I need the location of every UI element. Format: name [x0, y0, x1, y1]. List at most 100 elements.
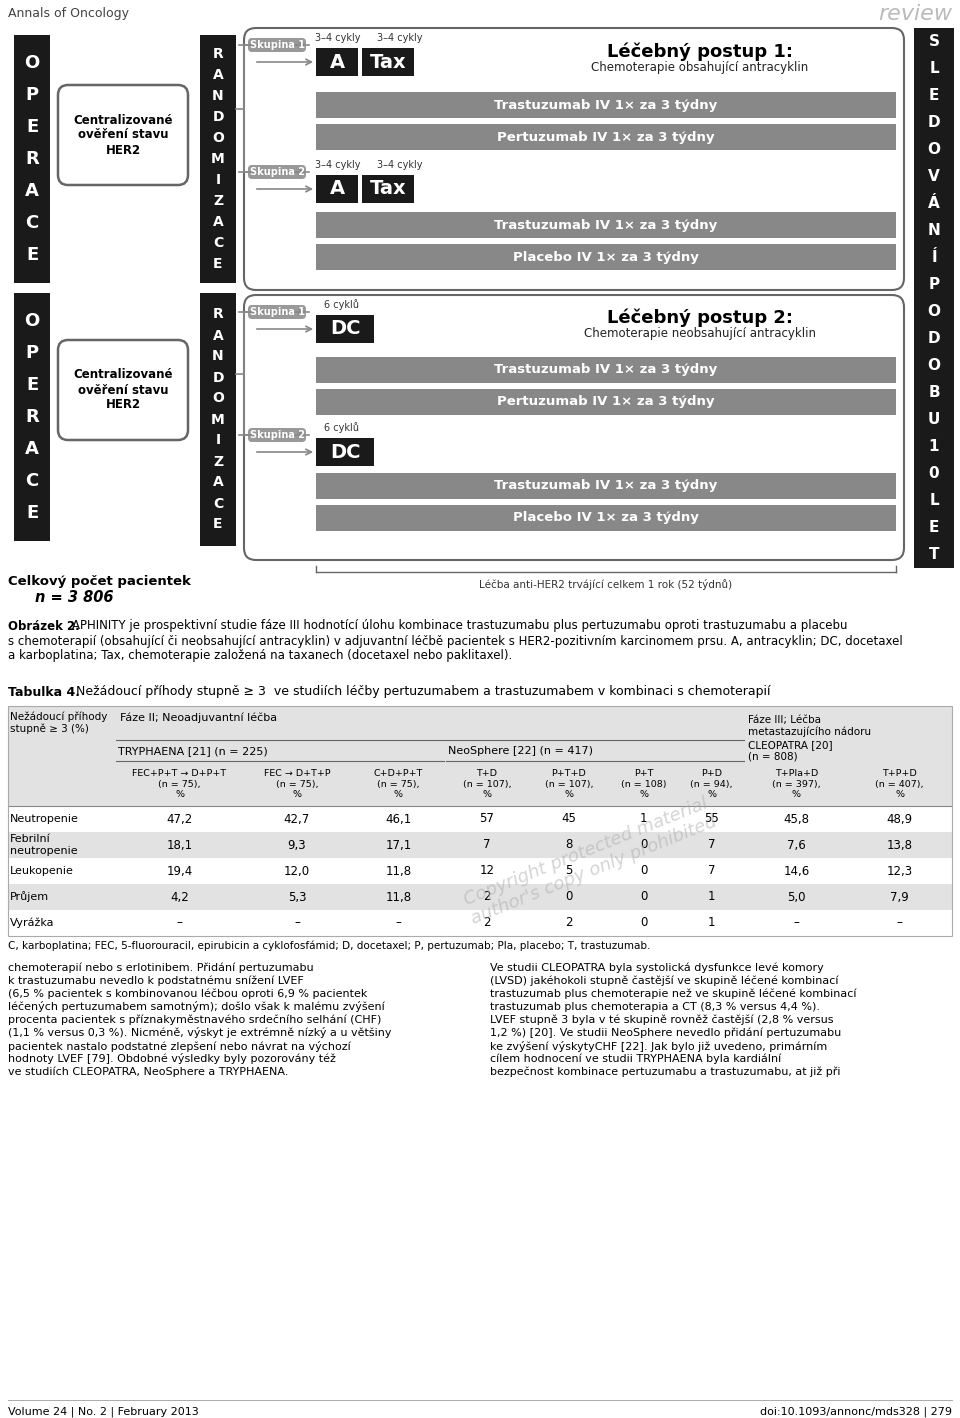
Text: E: E [929, 88, 939, 104]
Text: Copyright protected material
author's copy only prohibited: Copyright protected material author's co… [461, 794, 719, 929]
Text: 19,4: 19,4 [166, 865, 193, 878]
Text: 3–4 cykly: 3–4 cykly [377, 160, 422, 170]
Text: 7,9: 7,9 [890, 891, 909, 903]
Text: a karboplatina; Tax, chemoterapie založená na taxanech (docetaxel nebo paklitaxe: a karboplatina; Tax, chemoterapie založe… [8, 649, 513, 662]
Text: C+D+P+T
(n = 75),
%: C+D+P+T (n = 75), % [373, 769, 423, 798]
Text: A: A [329, 52, 345, 71]
Text: 13,8: 13,8 [886, 838, 913, 851]
Text: Leukopenie: Leukopenie [10, 866, 74, 876]
Text: Tabulka 4.: Tabulka 4. [8, 685, 80, 699]
Text: Placebo IV 1× za 3 týdny: Placebo IV 1× za 3 týdny [513, 251, 699, 264]
Text: N: N [927, 223, 941, 238]
Text: N: N [212, 89, 224, 104]
Bar [8, 740, 952, 761]
Text: Léčba anti-HER2 trvájící celkem 1 rok (52 týdnů): Léčba anti-HER2 trvájící celkem 1 rok (5… [479, 579, 732, 590]
Text: P: P [25, 345, 38, 362]
Text: Nežádoucí příhody
stupně ≥ 3 (%): Nežádoucí příhody stupně ≥ 3 (%) [10, 712, 108, 735]
Text: V: V [928, 169, 940, 184]
Text: Neutropenie: Neutropenie [10, 814, 79, 824]
Text: Pertuzumab IV 1× za 3 týdny: Pertuzumab IV 1× za 3 týdny [497, 130, 715, 143]
Text: 2: 2 [483, 916, 491, 930]
Text: 0: 0 [565, 891, 573, 903]
Text: 5: 5 [565, 865, 573, 878]
Text: 1: 1 [708, 891, 715, 903]
Text: M: M [211, 152, 225, 166]
Text: D: D [927, 330, 940, 346]
Bar [200, 35, 236, 284]
Text: R: R [25, 408, 38, 425]
Text: s chemoterapií (obsahující či neobsahující antracyklin) v adjuvantní léčbě pacie: s chemoterapií (obsahující či neobsahují… [8, 634, 902, 648]
Text: M: M [211, 413, 225, 427]
FancyBboxPatch shape [248, 38, 306, 52]
Text: E: E [213, 518, 223, 532]
Text: O: O [927, 303, 941, 319]
Bar [362, 174, 414, 203]
Text: 6 cyklů: 6 cyklů [324, 299, 358, 311]
Text: O: O [927, 357, 941, 373]
Text: Á: Á [928, 196, 940, 211]
Text: Tax: Tax [370, 180, 406, 199]
Bar [8, 910, 952, 936]
Text: Skupina 2: Skupina 2 [250, 430, 304, 440]
Text: léčených pertuzumabem samotným); došlo však k malému zvýšení: léčených pertuzumabem samotným); došlo v… [8, 1001, 385, 1012]
Text: procenta pacientek s příznakyměstnavého srdečního selhání (CHF): procenta pacientek s příznakyměstnavého … [8, 1015, 381, 1025]
Text: trastuzumab plus chemoterapie než ve skupině léčené kombinací: trastuzumab plus chemoterapie než ve sku… [490, 988, 856, 1000]
Bar [316, 474, 896, 499]
Bar [316, 48, 358, 77]
Text: T+P+D
(n = 407),
%: T+P+D (n = 407), % [876, 769, 924, 798]
Text: 12: 12 [479, 865, 494, 878]
Text: L: L [929, 493, 939, 508]
Text: S: S [928, 34, 940, 50]
Text: E: E [929, 520, 939, 535]
Text: 0: 0 [639, 916, 647, 930]
Text: O: O [212, 130, 224, 145]
FancyBboxPatch shape [58, 340, 188, 440]
Text: 7: 7 [708, 838, 715, 851]
Text: E: E [26, 376, 38, 394]
Text: n = 3 806: n = 3 806 [35, 590, 113, 605]
Bar [316, 315, 374, 343]
Bar [316, 389, 896, 415]
Text: bezpečnost kombinace pertuzumabu a trastuzumabu, at již při: bezpečnost kombinace pertuzumabu a trast… [490, 1066, 841, 1078]
Text: Vyrážka: Vyrážka [10, 917, 55, 929]
Text: Trastuzumab IV 1× za 3 týdny: Trastuzumab IV 1× za 3 týdny [494, 363, 718, 377]
Text: Celkový počet pacientek: Celkový počet pacientek [8, 574, 191, 587]
Bar [316, 92, 896, 118]
Text: P+T+D
(n = 107),
%: P+T+D (n = 107), % [544, 769, 593, 798]
FancyBboxPatch shape [244, 28, 904, 291]
FancyBboxPatch shape [58, 85, 188, 184]
Text: chemoterapií nebo s erlotinibem. Přidání pertuzumabu: chemoterapií nebo s erlotinibem. Přidání… [8, 963, 314, 973]
Text: 11,8: 11,8 [385, 865, 412, 878]
Text: Z: Z [213, 194, 223, 208]
Text: –: – [396, 916, 401, 930]
Bar [8, 706, 952, 936]
Text: E: E [26, 245, 38, 264]
FancyBboxPatch shape [244, 295, 904, 560]
Text: 2: 2 [483, 891, 491, 903]
Text: (1,1 % versus 0,3 %). Nicméně, výskyt je extrémně nízký a u většiny: (1,1 % versus 0,3 %). Nicméně, výskyt je… [8, 1028, 392, 1038]
Text: FEC → D+T+P
(n = 75),
%: FEC → D+T+P (n = 75), % [264, 769, 330, 798]
Text: O: O [927, 142, 941, 157]
Bar [316, 123, 896, 150]
Text: Centralizované
ověření stavu
HER2: Centralizované ověření stavu HER2 [73, 369, 173, 411]
Bar [8, 858, 952, 883]
Text: 3–4 cykly: 3–4 cykly [377, 33, 422, 43]
Text: APHINITY je prospektivní studie fáze III hodnotící úlohu kombinace trastuzumabu : APHINITY je prospektivní studie fáze III… [72, 620, 848, 632]
Text: C: C [213, 235, 223, 250]
Text: 4,2: 4,2 [170, 891, 189, 903]
Text: 5,0: 5,0 [787, 891, 805, 903]
Text: ve studiích CLEOPATRA, NeoSphere a TRYPHAENA.: ve studiích CLEOPATRA, NeoSphere a TRYPH… [8, 1066, 288, 1078]
Bar [316, 174, 358, 203]
Text: 47,2: 47,2 [166, 813, 193, 825]
Text: Léčebný postup 2:: Léčebný postup 2: [607, 309, 793, 328]
Text: FEC+P+T → D+P+T
(n = 75),
%: FEC+P+T → D+P+T (n = 75), % [132, 769, 227, 798]
Text: 7,6: 7,6 [787, 838, 805, 851]
Bar [8, 761, 952, 805]
Text: –: – [294, 916, 300, 930]
Text: C, karboplatina; FEC, 5-fluorouracil, epirubicin a cyklofosfámid; D, docetaxel; : C, karboplatina; FEC, 5-fluorouracil, ep… [8, 940, 650, 951]
Text: P+D
(n = 94),
%: P+D (n = 94), % [690, 769, 732, 798]
FancyBboxPatch shape [248, 428, 306, 442]
Bar [14, 294, 50, 542]
Text: Ve studii CLEOPATRA byla systolická dysfunkce levé komory: Ve studii CLEOPATRA byla systolická dysf… [490, 963, 824, 973]
Text: Nežádoucí příhody stupně ≥ 3  ve studiích léčby pertuzumabem a trastuzumabem v k: Nežádoucí příhody stupně ≥ 3 ve studiích… [76, 685, 771, 699]
